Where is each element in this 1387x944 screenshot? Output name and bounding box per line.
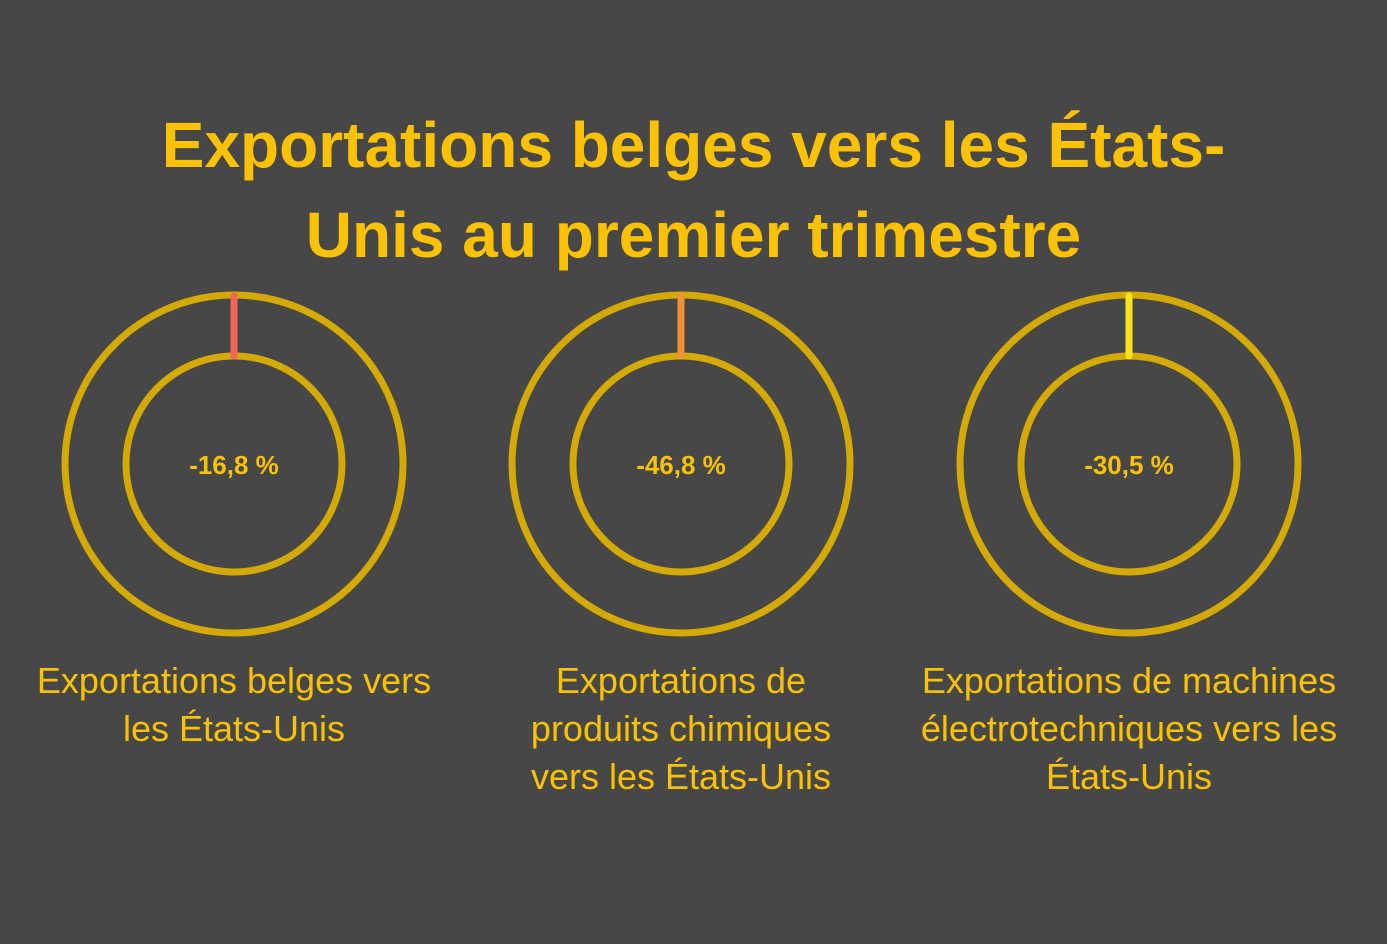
gauge-1-label-text: Exportations de produits chimiques vers … — [530, 660, 832, 797]
gauge-2: -30,5 % — [956, 291, 1302, 637]
gauge-1: -46,8 % — [508, 291, 854, 637]
gauge-0-label: Exportations belges vers les États-Unis — [36, 660, 432, 749]
chart-title-line-1: Exportations belges vers les États- — [161, 109, 1226, 181]
chart-title: Exportations belges vers les États- Unis… — [0, 100, 1387, 280]
gauge-2-label: Exportations de machines électrotechniqu… — [909, 657, 1349, 801]
gauge-2-value: -30,5 % — [1084, 450, 1174, 480]
gauge-1-label: Exportations de produits chimiques vers … — [461, 657, 901, 801]
chart-title-line-2: Unis au premier trimestre — [305, 199, 1082, 271]
gauge-2-label-text: Exportations de machines électrotechniqu… — [920, 660, 1338, 797]
gauge-0-value: -16,8 % — [189, 450, 279, 480]
gauge-1-value: -46,8 % — [636, 450, 726, 480]
gauge-0: -16,8 % — [61, 291, 407, 637]
